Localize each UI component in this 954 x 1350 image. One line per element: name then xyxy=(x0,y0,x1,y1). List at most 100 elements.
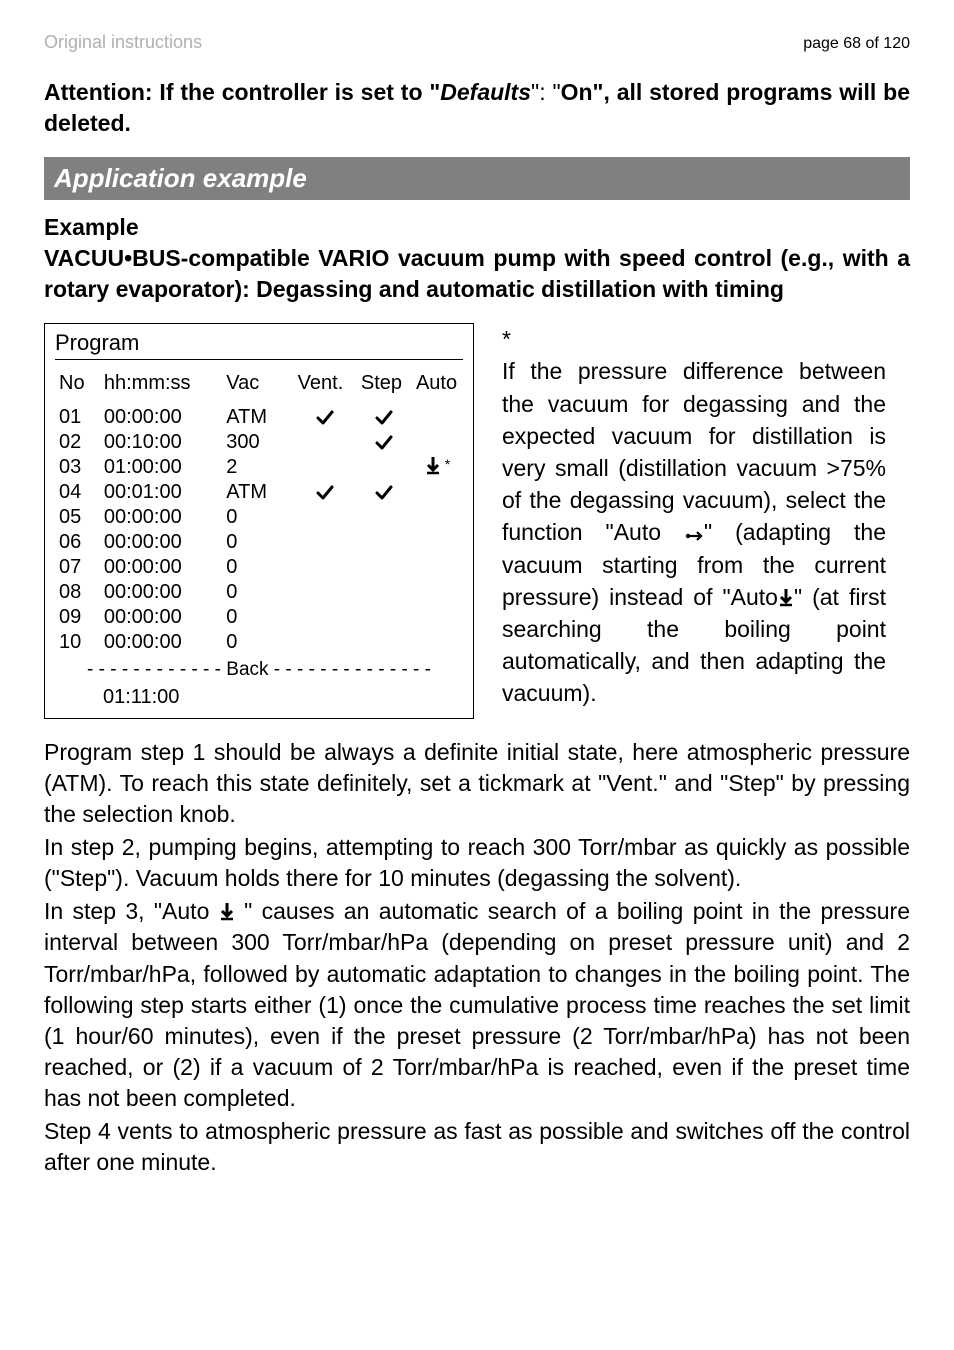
table-row: 0400:01:00ATM xyxy=(55,480,463,505)
cell-time: 00:00:00 xyxy=(100,505,222,530)
cell-time: 00:00:00 xyxy=(100,405,222,430)
cell-vent xyxy=(294,555,357,580)
adapt-arrow-icon xyxy=(684,516,704,548)
last-time-row: 01:11:00 xyxy=(55,685,463,710)
cell-no: 10 xyxy=(55,630,100,655)
cell-vent xyxy=(294,630,357,655)
side-body: If the pressure difference between the v… xyxy=(502,355,886,709)
check-icon xyxy=(375,406,393,428)
side-note: * If the pressure difference between the… xyxy=(502,323,910,709)
cell-no: 08 xyxy=(55,580,100,605)
body-p3a: In step 3, "Auto xyxy=(44,898,219,924)
section-bar-text: Application example xyxy=(54,163,307,193)
cell-auto xyxy=(412,555,463,580)
body-p2: In step 2, pumping begins, attempting to… xyxy=(44,832,910,894)
check-icon xyxy=(316,406,334,428)
th-no: No xyxy=(55,370,100,405)
cell-vac: 300 xyxy=(222,430,293,455)
body-p1: Program step 1 should be always a defini… xyxy=(44,737,910,830)
cell-auto: * xyxy=(412,455,463,480)
table-row: 0600:00:000 xyxy=(55,530,463,555)
cell-vent xyxy=(294,455,357,480)
header-left: Original instructions xyxy=(44,32,202,53)
cell-time: 00:00:00 xyxy=(100,580,222,605)
table-row: 0200:10:00300 xyxy=(55,430,463,455)
down-arrow-icon xyxy=(425,456,441,478)
cell-vac: ATM xyxy=(222,480,293,505)
cell-no: 04 xyxy=(55,480,100,505)
cell-auto xyxy=(412,630,463,655)
program-title: Program xyxy=(55,330,463,360)
attention-paragraph: Attention: If the controller is set to "… xyxy=(44,77,910,139)
cell-no: 05 xyxy=(55,505,100,530)
cell-step xyxy=(357,580,412,605)
table-row: 0500:00:000 xyxy=(55,505,463,530)
cell-step xyxy=(357,530,412,555)
table-row: 1000:00:000 xyxy=(55,630,463,655)
cell-time: 00:01:00 xyxy=(100,480,222,505)
body-p4: Step 4 vents to atmospheric pressure as … xyxy=(44,1116,910,1178)
cell-vac: 0 xyxy=(222,530,293,555)
cell-vent xyxy=(294,605,357,630)
cell-step xyxy=(357,555,412,580)
cell-vac: 0 xyxy=(222,505,293,530)
section-bar: Application example xyxy=(44,157,910,200)
last-blank xyxy=(219,685,463,710)
cell-vac: 2 xyxy=(222,455,293,480)
table-row: 0700:00:000 xyxy=(55,555,463,580)
cell-auto xyxy=(412,430,463,455)
side-star: * xyxy=(502,323,520,355)
cell-time: 01:00:00 xyxy=(100,455,222,480)
down-arrow-icon xyxy=(778,581,794,613)
cell-step xyxy=(357,630,412,655)
program-last-row-table: 01:11:00 xyxy=(55,685,463,710)
example-label: Example xyxy=(44,214,910,241)
cell-time: 00:00:00 xyxy=(100,605,222,630)
cell-vent xyxy=(294,480,357,505)
program-box: Program No hh:mm:ss Vac Vent. Step Auto … xyxy=(44,323,474,719)
last-no-blank xyxy=(55,685,99,710)
cell-vent xyxy=(294,505,357,530)
attention-colon: : " xyxy=(539,79,560,105)
cell-auto xyxy=(412,605,463,630)
cell-step xyxy=(357,605,412,630)
table-row: 0800:00:000 xyxy=(55,580,463,605)
th-vent: Vent. xyxy=(294,370,357,405)
cell-vac: 0 xyxy=(222,580,293,605)
cell-auto xyxy=(412,505,463,530)
cell-vac: ATM xyxy=(222,405,293,430)
cell-vac: 0 xyxy=(222,555,293,580)
cell-step xyxy=(357,455,412,480)
two-column-row: Program No hh:mm:ss Vac Vent. Step Auto … xyxy=(44,323,910,719)
cell-auto xyxy=(412,405,463,430)
check-icon xyxy=(316,481,334,503)
attention-quote-close: " xyxy=(531,79,539,105)
auto-star: * xyxy=(441,456,450,472)
cell-auto xyxy=(412,530,463,555)
back-row: - - - - - - - - - - - - Back - - - - - -… xyxy=(55,655,463,685)
cell-no: 02 xyxy=(55,430,100,455)
page-header: Original instructions page 68 of 120 xyxy=(44,32,910,53)
cell-auto xyxy=(412,480,463,505)
check-icon xyxy=(375,431,393,453)
cell-no: 09 xyxy=(55,605,100,630)
cell-vent xyxy=(294,530,357,555)
example-desc: VACUU•BUS-compatible VARIO vacuum pump w… xyxy=(44,243,910,305)
cell-no: 03 xyxy=(55,455,100,480)
cell-vent xyxy=(294,405,357,430)
cell-step xyxy=(357,480,412,505)
cell-step xyxy=(357,430,412,455)
header-right: page 68 of 120 xyxy=(803,35,910,53)
table-row: 0900:00:000 xyxy=(55,605,463,630)
th-time: hh:mm:ss xyxy=(100,370,222,405)
cell-vac: 0 xyxy=(222,605,293,630)
cell-vent xyxy=(294,430,357,455)
cell-no: 01 xyxy=(55,405,100,430)
cell-time: 00:00:00 xyxy=(100,555,222,580)
cell-step xyxy=(357,505,412,530)
check-icon xyxy=(375,481,393,503)
cell-vac: 0 xyxy=(222,630,293,655)
th-auto: Auto xyxy=(412,370,463,405)
cell-time: 00:10:00 xyxy=(100,430,222,455)
program-table: No hh:mm:ss Vac Vent. Step Auto 0100:00:… xyxy=(55,370,463,655)
